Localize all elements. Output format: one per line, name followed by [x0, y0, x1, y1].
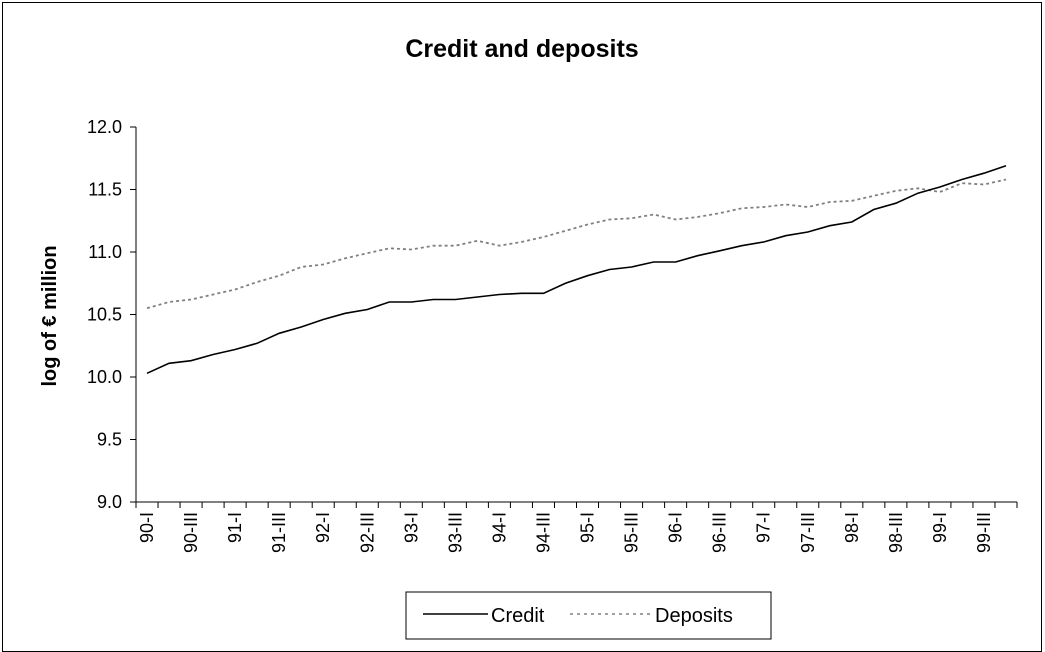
x-tick-label: 93-I — [401, 512, 421, 543]
y-tick-label: 9.5 — [97, 430, 122, 450]
x-tick-label: 93-III — [445, 512, 465, 553]
chart-title: Credit and deposits — [405, 35, 638, 63]
x-tick-label: 96-I — [666, 512, 686, 543]
y-tick-label: 10.5 — [87, 305, 122, 325]
x-tick-label: 98-I — [842, 512, 862, 543]
y-axis-label: log of € million — [39, 245, 61, 386]
y-tick-label: 12.0 — [87, 117, 122, 137]
x-tick-label: 92-I — [313, 512, 333, 543]
x-tick-label: 90-I — [137, 512, 157, 543]
y-tick-label: 11.0 — [88, 242, 122, 262]
x-tick-label: 98-III — [886, 512, 906, 553]
x-tick-label: 92-III — [357, 512, 377, 553]
x-tick-label: 99-III — [974, 512, 994, 553]
x-tick-label: 90-III — [181, 512, 201, 553]
y-tick-label: 11.5 — [88, 180, 122, 200]
x-tick-label: 91-III — [269, 512, 289, 553]
y-tick-label: 10.0 — [87, 367, 122, 387]
x-tick-label: 97-I — [754, 512, 774, 543]
series-line-deposits — [146, 178, 1007, 310]
x-tick-label: 94-I — [489, 512, 509, 543]
x-tick-label: 97-III — [798, 512, 818, 553]
x-tick-label: 95-I — [578, 512, 598, 543]
legend: Credit Deposits — [405, 591, 772, 640]
x-tick-label: 94-III — [533, 512, 553, 553]
legend-box — [405, 591, 772, 640]
y-tick-label: 9.0 — [97, 492, 122, 512]
legend-deposits-label: Deposits — [655, 605, 733, 627]
series-line-credit — [146, 165, 1007, 375]
x-tick-label: 91-I — [225, 512, 245, 543]
x-tick-label: 99-I — [930, 512, 950, 543]
plot-area: 9.0 9.5 10.0 10.5 11.0 11.5 12.0 90-I 90-III 91-I… — [87, 117, 1018, 553]
x-tick-label: 96-III — [710, 512, 730, 553]
legend-credit-label: Credit — [491, 605, 545, 627]
x-tick-label: 95-III — [622, 512, 642, 553]
